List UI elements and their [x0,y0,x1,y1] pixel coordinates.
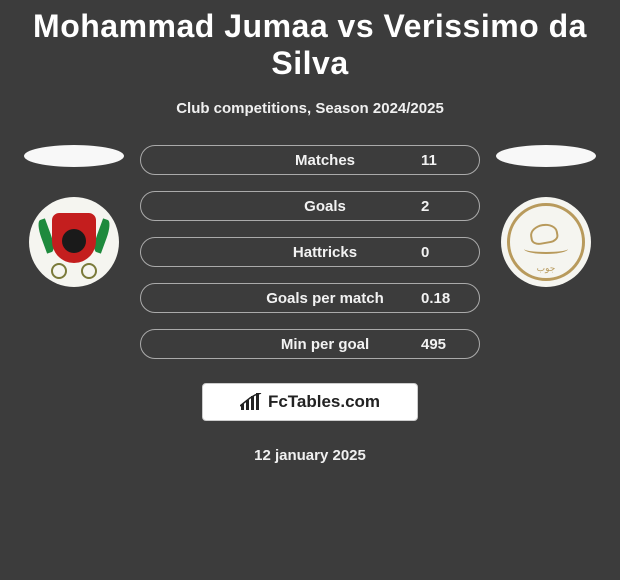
stat-label: Min per goal [201,336,413,353]
team-right-logo-graphic: جوب [507,203,585,281]
player-right-silhouette [496,145,596,167]
stat-label: Goals [201,198,413,215]
comparison-row: Matches 11 Goals 2 Hattricks 0 Goals per… [0,145,620,359]
bar-chart-icon [240,393,262,411]
team-right-logo-text: جوب [510,263,582,274]
stat-label: Matches [201,152,413,169]
player-left-silhouette [24,145,124,167]
stat-label: Goals per match [201,290,413,307]
stat-row-goals: Goals 2 [140,191,480,221]
stat-right-value: 0.18 [413,290,479,307]
stat-right-value: 11 [413,152,479,169]
stat-right-value: 2 [413,198,479,215]
player-right-column: جوب [496,145,596,287]
team-left-logo [29,197,119,287]
stat-right-value: 495 [413,336,479,353]
stat-right-value: 0 [413,244,479,261]
team-right-logo: جوب [501,197,591,287]
stats-column: Matches 11 Goals 2 Hattricks 0 Goals per… [140,145,480,359]
stat-row-min-per-goal: Min per goal 495 [140,329,480,359]
stat-row-matches: Matches 11 [140,145,480,175]
snapshot-date: 12 january 2025 [0,447,620,464]
brand-banner[interactable]: FcTables.com [202,383,418,421]
player-left-column [24,145,124,287]
page-title: Mohammad Jumaa vs Verissimo da Silva [0,0,620,82]
stat-row-hattricks: Hattricks 0 [140,237,480,267]
stat-row-goals-per-match: Goals per match 0.18 [140,283,480,313]
stat-label: Hattricks [201,244,413,261]
season-subtitle: Club competitions, Season 2024/2025 [0,100,620,117]
team-left-logo-graphic [39,207,109,277]
brand-label: FcTables.com [268,392,380,412]
